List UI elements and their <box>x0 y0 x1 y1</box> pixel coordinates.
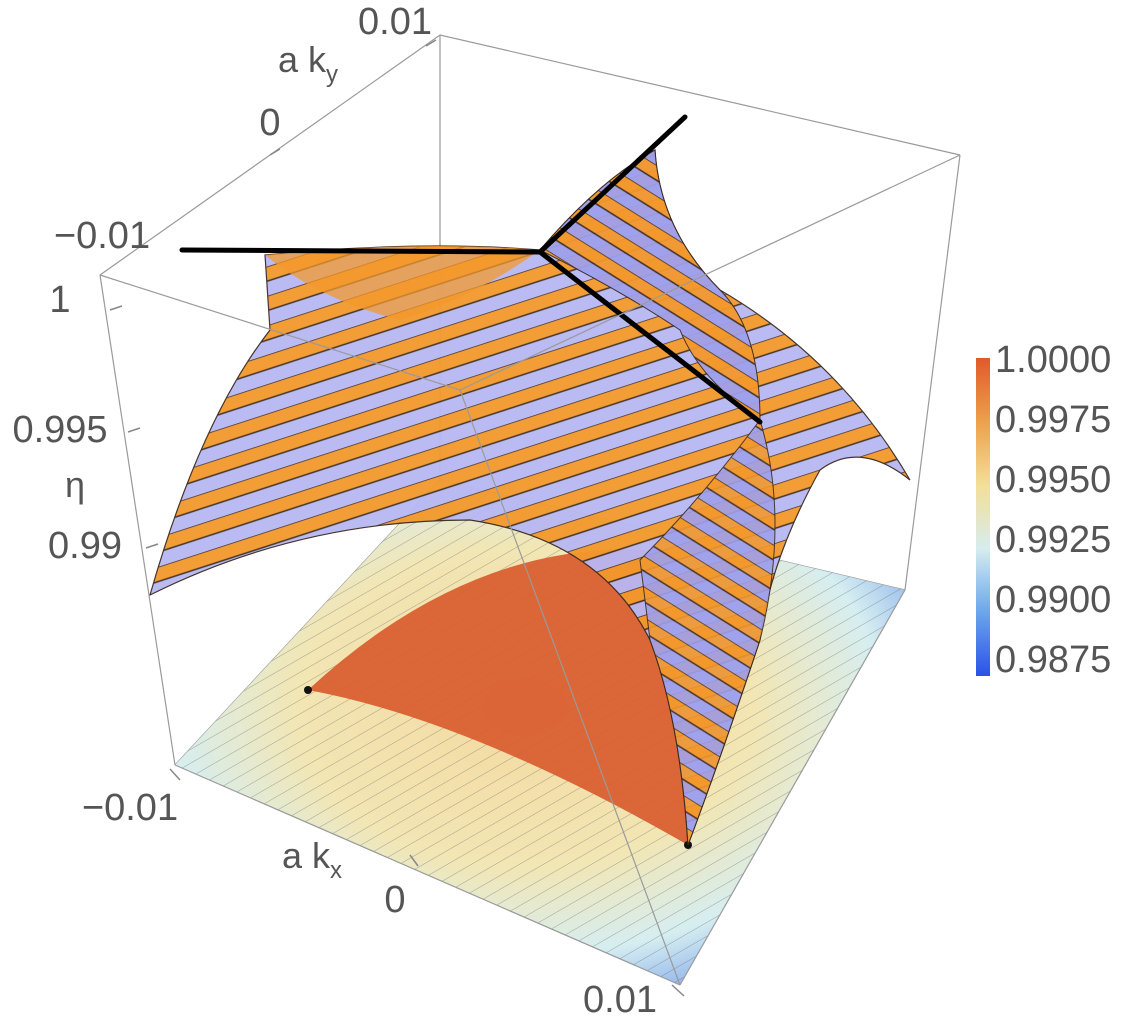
x-tick-label: −0.01 <box>82 787 178 829</box>
x-axis-label: a kx <box>282 835 342 884</box>
y-axis-label-subscript: y <box>326 61 338 88</box>
bounding-box-front <box>99 154 961 986</box>
z-axis-label: η <box>65 464 85 505</box>
x-axis-label-subscript: x <box>330 857 342 884</box>
x-axis-label-base: a k <box>282 835 331 876</box>
colorbar-tick-label: 0.9875 <box>995 639 1111 681</box>
tick-marks <box>109 39 685 997</box>
y-tick-label: 0 <box>259 102 280 144</box>
black-line-annotation <box>179 114 763 425</box>
z-tick-label: 0.99 <box>48 525 122 567</box>
y-axis-label-base: a k <box>278 39 327 80</box>
surface <box>149 149 911 846</box>
x-tick-label: 0 <box>384 879 405 921</box>
z-tick-label: 1 <box>49 279 70 321</box>
colorbar-tick-label: 1.0000 <box>995 339 1111 381</box>
colorbar-bar <box>976 358 990 676</box>
y-tick-label: 0.01 <box>358 1 432 43</box>
y-axis-label: a ky <box>278 39 338 88</box>
z-tick-label: 0.995 <box>12 409 107 451</box>
floor-singular-point <box>304 686 312 694</box>
x-tick-label: 0.01 <box>583 979 657 1021</box>
floor-density-plot <box>175 480 905 985</box>
colorbar-tick-label: 0.9900 <box>995 579 1111 621</box>
colorbar-tick-label: 0.9950 <box>995 459 1111 501</box>
colorbar-tick-label: 0.9925 <box>995 519 1111 561</box>
colorbar: 1.0000 0.9975 0.9950 0.9925 0.9900 0.987… <box>976 339 1111 681</box>
colorbar-tick-label: 0.9975 <box>995 399 1111 441</box>
floor-center-region <box>308 549 689 845</box>
y-tick-label: −0.01 <box>54 215 150 257</box>
